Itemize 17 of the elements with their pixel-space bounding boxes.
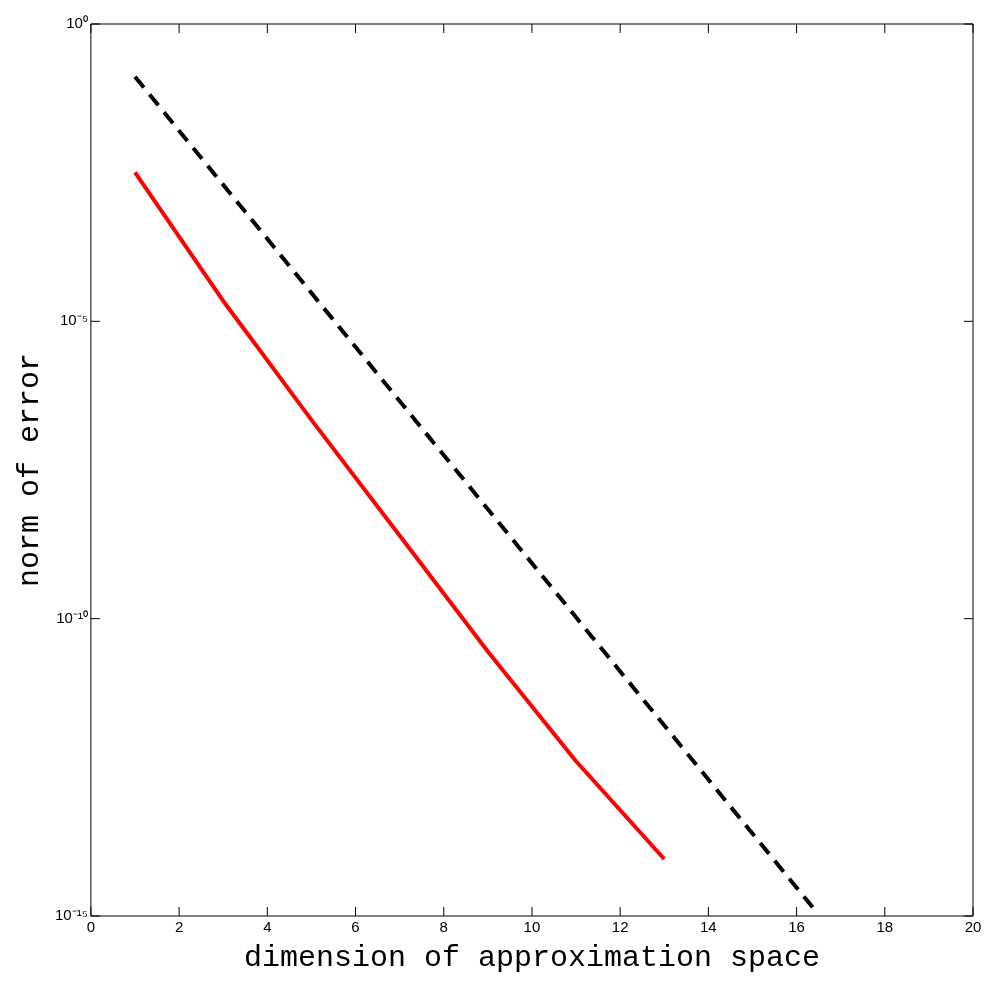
x-tick-label: 0 (86, 918, 96, 936)
x-tick-label: 4 (263, 918, 272, 936)
x-tick-label: 2 (174, 918, 184, 936)
y-axis-title: norm of error (12, 352, 47, 588)
y-tick-label: 10⁻¹⁰ (56, 608, 88, 626)
x-tick-label: 10 (523, 918, 541, 936)
x-tick-label: 20 (964, 918, 982, 936)
y-tick-label: 10⁻⁵ (59, 311, 88, 329)
x-tick-label: 18 (876, 918, 894, 936)
x-tick-label: 12 (611, 918, 629, 936)
x-axis-title: dimension of approximation space (243, 940, 820, 975)
x-tick-label: 8 (439, 918, 448, 936)
x-tick-label: 14 (700, 918, 717, 936)
y-tick-label: 10⁻¹⁵ (54, 906, 88, 924)
x-tick-label: 16 (788, 918, 805, 936)
x-tick-label: 6 (351, 918, 360, 936)
y-tick-label: 10⁰ (66, 14, 88, 32)
